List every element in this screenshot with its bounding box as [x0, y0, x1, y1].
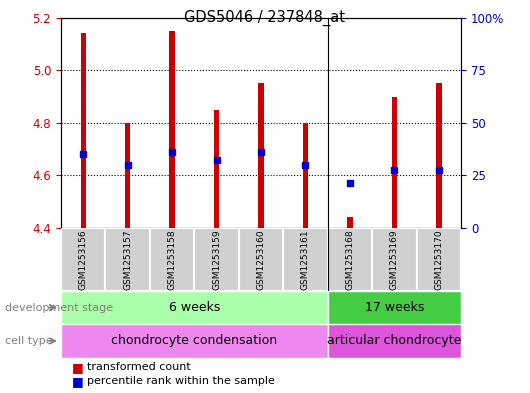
Text: chondrocyte condensation: chondrocyte condensation: [111, 334, 277, 347]
Bar: [436, 83, 441, 228]
Bar: [328, 324, 461, 358]
Text: GSM1253170: GSM1253170: [435, 229, 444, 290]
Text: GSM1253156: GSM1253156: [78, 229, 87, 290]
Bar: [328, 291, 461, 324]
Bar: [328, 228, 372, 291]
Bar: [239, 228, 283, 291]
Bar: [150, 228, 195, 291]
Bar: [417, 228, 461, 291]
Bar: [347, 217, 352, 228]
Bar: [372, 228, 417, 291]
Text: GSM1253161: GSM1253161: [301, 229, 310, 290]
Text: percentile rank within the sample: percentile rank within the sample: [87, 376, 275, 386]
Text: GSM1253159: GSM1253159: [212, 229, 221, 290]
Bar: [61, 291, 328, 324]
Text: GDS5046 / 237848_at: GDS5046 / 237848_at: [184, 10, 346, 26]
Text: development stage: development stage: [5, 303, 113, 312]
Text: GSM1253160: GSM1253160: [257, 229, 266, 290]
Bar: [214, 110, 219, 228]
Bar: [125, 123, 130, 228]
Bar: [303, 123, 308, 228]
Bar: [61, 324, 328, 358]
Text: GSM1253158: GSM1253158: [167, 229, 176, 290]
Bar: [81, 33, 86, 228]
Bar: [61, 228, 105, 291]
Text: cell type: cell type: [5, 336, 53, 346]
Bar: [105, 228, 150, 291]
Text: ■: ■: [72, 361, 83, 374]
Text: 6 weeks: 6 weeks: [169, 301, 220, 314]
Bar: [392, 97, 397, 228]
Bar: [170, 31, 175, 228]
Text: 17 weeks: 17 weeks: [365, 301, 424, 314]
Text: GSM1253157: GSM1253157: [123, 229, 132, 290]
Text: ■: ■: [72, 375, 83, 388]
Bar: [195, 228, 239, 291]
Text: articular chondrocyte: articular chondrocyte: [327, 334, 462, 347]
Text: GSM1253168: GSM1253168: [346, 229, 355, 290]
Bar: [258, 83, 264, 228]
Text: GSM1253169: GSM1253169: [390, 229, 399, 290]
Text: transformed count: transformed count: [87, 362, 191, 373]
Bar: [283, 228, 328, 291]
